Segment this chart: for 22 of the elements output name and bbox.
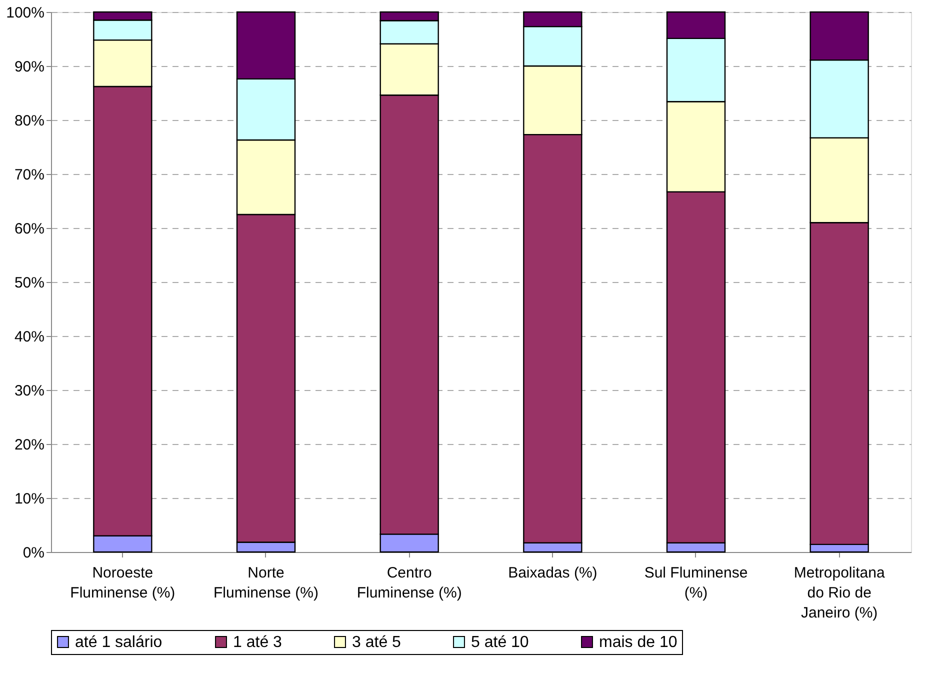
y-tick-label: 60%: [14, 220, 44, 238]
y-tick-label: 0%: [22, 544, 44, 562]
x-tick-label: Baixadas (%): [508, 564, 598, 582]
y-tick-label: 50%: [14, 274, 44, 292]
x-tick-label: Noroeste Fluminense (%): [70, 564, 176, 602]
y-tick-label: 10%: [14, 490, 44, 508]
legend-label: mais de 10: [599, 634, 678, 651]
y-tick-label: 30%: [14, 382, 44, 400]
y-tick-label: 70%: [14, 166, 44, 184]
legend-label: 5 até 10: [471, 634, 529, 651]
y-tick-label: 20%: [14, 436, 44, 454]
x-tick-label: Metropolitana do Rio de Janeiro (%): [794, 564, 886, 622]
x-tick-label: Norte Fluminense (%): [213, 564, 319, 602]
x-tick-label: Sul Fluminense (%): [644, 564, 748, 602]
y-tick-label: 80%: [14, 112, 44, 130]
x-tick-label: Centro Fluminense (%): [356, 564, 462, 602]
legend-label: 1 até 3: [233, 634, 282, 651]
y-tick-label: 100%: [6, 4, 44, 22]
legend-label: 3 até 5: [352, 634, 402, 651]
legend-label: até 1 salário: [75, 634, 162, 651]
y-tick-label: 40%: [14, 328, 44, 346]
y-tick-label: 90%: [14, 58, 44, 76]
